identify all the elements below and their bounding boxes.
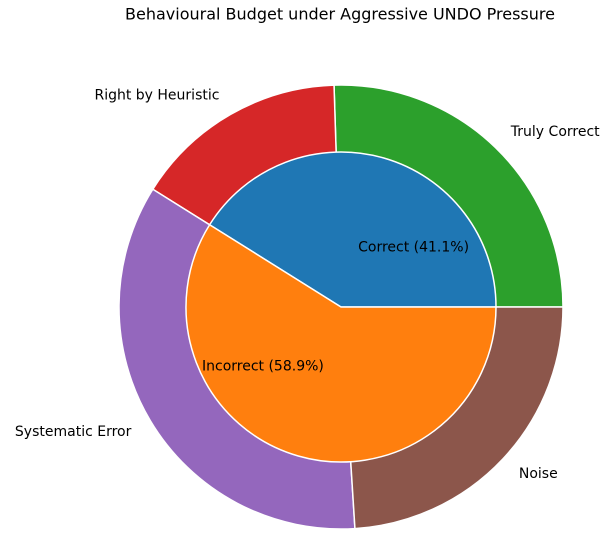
inner-label: Incorrect (58.9%) <box>202 359 324 375</box>
inner-label: Correct (41.1%) <box>358 239 469 255</box>
outer-label: Noise <box>519 466 558 482</box>
inner-wedge <box>185 223 497 463</box>
outer-label: Right by Heuristic <box>94 87 219 103</box>
outer-label: Systematic Error <box>15 424 132 440</box>
outer-label: Truly Correct <box>510 124 600 140</box>
inner-wedge <box>208 151 497 308</box>
chart-title: Behavioural Budget under Aggressive UNDO… <box>125 5 555 24</box>
